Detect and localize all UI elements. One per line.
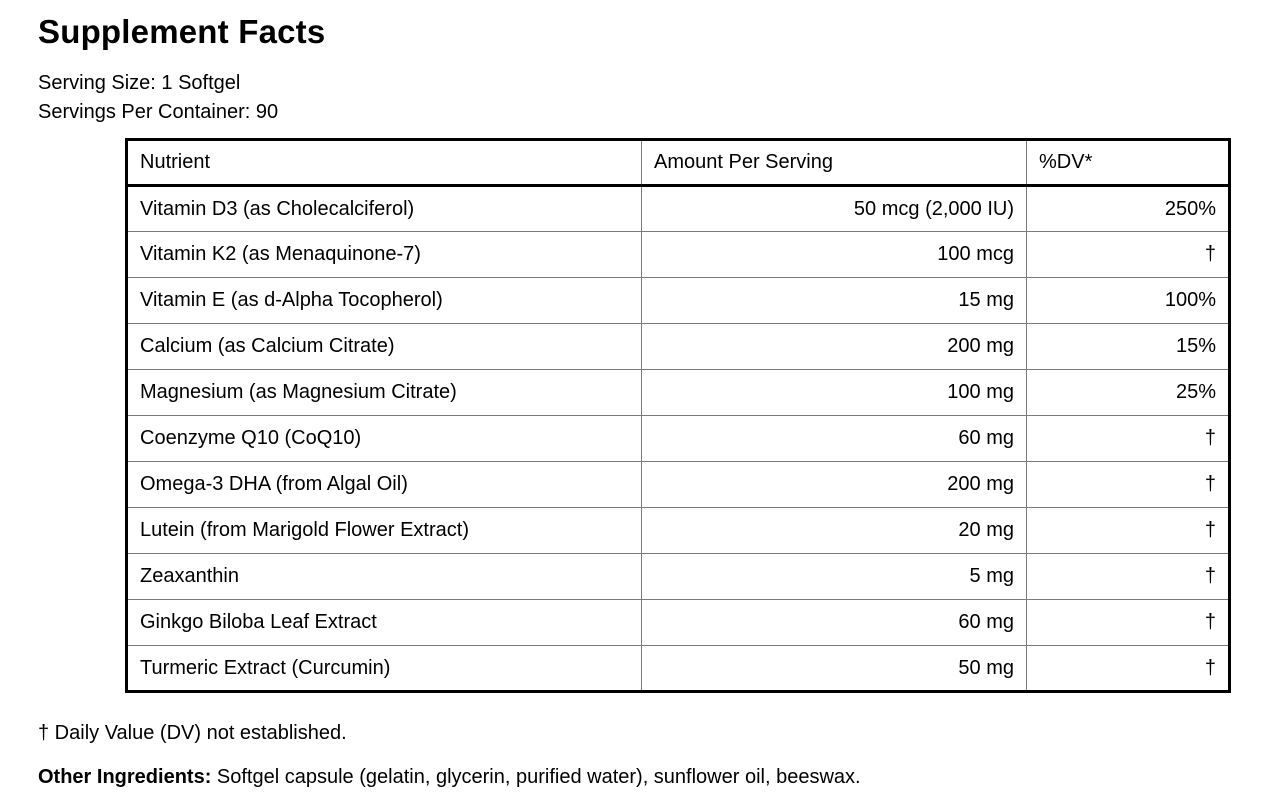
dv-cell: † — [1026, 599, 1230, 646]
table-row: Ginkgo Biloba Leaf Extract 60 mg † — [126, 599, 1230, 646]
table-row: Zeaxanthin 5 mg † — [126, 553, 1230, 600]
table-row: Omega-3 DHA (from Algal Oil) 200 mg † — [126, 461, 1230, 508]
table-row: Magnesium (as Magnesium Citrate) 100 mg … — [126, 369, 1230, 416]
other-ingredients: Other Ingredients: Softgel capsule (gela… — [38, 766, 861, 789]
serving-info: Serving Size: 1 Softgel Servings Per Con… — [38, 69, 278, 127]
dv-cell: 15% — [1026, 323, 1230, 370]
table-row: Turmeric Extract (Curcumin) 50 mg † — [126, 645, 1230, 692]
amount-cell: 50 mg — [641, 645, 1027, 692]
amount-cell: 200 mg — [641, 323, 1027, 370]
page-title: Supplement Facts — [38, 13, 326, 50]
amount-cell: 60 mg — [641, 415, 1027, 462]
other-ingredients-label: Other Ingredients: — [38, 766, 212, 788]
dv-cell: † — [1026, 415, 1230, 462]
table-row: Vitamin K2 (as Menaquinone-7) 100 mcg † — [126, 231, 1230, 278]
dv-cell: † — [1026, 461, 1230, 508]
supplement-facts-table: Nutrient Amount Per Serving %DV* Vitamin… — [125, 138, 1231, 693]
nutrient-cell: Vitamin K2 (as Menaquinone-7) — [126, 231, 642, 278]
nutrient-cell: Vitamin D3 (as Cholecalciferol) — [126, 185, 642, 232]
dv-cell: † — [1026, 645, 1230, 692]
nutrient-cell: Omega-3 DHA (from Algal Oil) — [126, 461, 642, 508]
servings-per-container-line: Servings Per Container: 90 — [38, 101, 279, 123]
amount-cell: 100 mg — [641, 369, 1027, 416]
daily-value-footnote: † Daily Value (DV) not established. — [38, 722, 347, 744]
other-ingredients-text: Softgel capsule (gelatin, glycerin, puri… — [211, 766, 861, 788]
table-header-row: Nutrient Amount Per Serving %DV* — [126, 139, 1230, 187]
amount-cell: 20 mg — [641, 507, 1027, 554]
dv-cell: 25% — [1026, 369, 1230, 416]
table-row: Lutein (from Marigold Flower Extract) 20… — [126, 507, 1230, 554]
dv-cell: 100% — [1026, 277, 1230, 324]
nutrient-cell: Magnesium (as Magnesium Citrate) — [126, 369, 642, 416]
header-amount-per-serving: Amount Per Serving — [641, 139, 1027, 187]
amount-cell: 200 mg — [641, 461, 1027, 508]
nutrient-cell: Lutein (from Marigold Flower Extract) — [126, 507, 642, 554]
dv-cell: † — [1026, 553, 1230, 600]
table-row: Vitamin D3 (as Cholecalciferol) 50 mcg (… — [126, 185, 1230, 232]
table-row: Calcium (as Calcium Citrate) 200 mg 15% — [126, 323, 1230, 370]
table-row: Coenzyme Q10 (CoQ10) 60 mg † — [126, 415, 1230, 462]
dv-cell: † — [1026, 231, 1230, 278]
amount-cell: 5 mg — [641, 553, 1027, 600]
header-percent-dv: %DV* — [1026, 139, 1230, 187]
nutrient-cell: Zeaxanthin — [126, 553, 642, 600]
header-nutrient: Nutrient — [126, 139, 642, 187]
amount-cell: 15 mg — [641, 277, 1027, 324]
amount-cell: 60 mg — [641, 599, 1027, 646]
nutrient-cell: Coenzyme Q10 (CoQ10) — [126, 415, 642, 462]
amount-cell: 100 mcg — [641, 231, 1027, 278]
dv-cell: † — [1026, 507, 1230, 554]
nutrient-cell: Turmeric Extract (Curcumin) — [126, 645, 642, 692]
nutrient-cell: Calcium (as Calcium Citrate) — [126, 323, 642, 370]
amount-cell: 50 mcg (2,000 IU) — [641, 185, 1027, 232]
table-row: Vitamin E (as d-Alpha Tocopherol) 15 mg … — [126, 277, 1230, 324]
dv-cell: 250% — [1026, 185, 1230, 232]
serving-size-line: Serving Size: 1 Softgel — [38, 72, 241, 94]
nutrient-cell: Vitamin E (as d-Alpha Tocopherol) — [126, 277, 642, 324]
nutrient-cell: Ginkgo Biloba Leaf Extract — [126, 599, 642, 646]
